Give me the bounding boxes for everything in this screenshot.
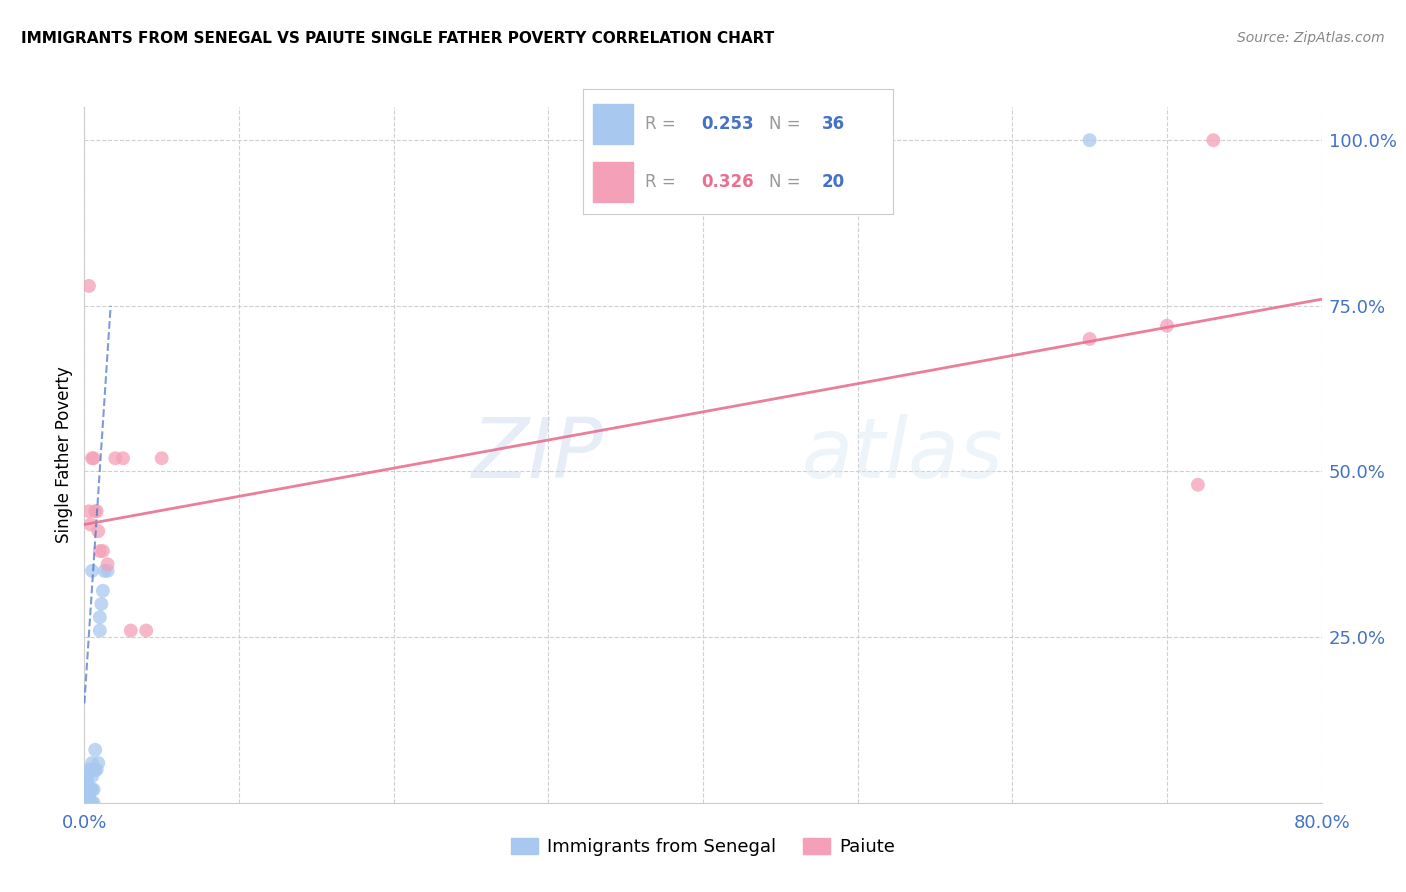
Point	[86, 504, 108, 518]
Point	[82, 782, 104, 797]
Point	[79, 517, 101, 532]
Point	[97, 564, 120, 578]
FancyBboxPatch shape	[593, 104, 633, 145]
Text: 36: 36	[821, 115, 845, 133]
Point	[82, 564, 104, 578]
Point	[120, 624, 142, 638]
Point	[84, 504, 107, 518]
Text: N =: N =	[769, 115, 806, 133]
Point	[1078, 133, 1101, 147]
Point	[79, 796, 101, 810]
Text: Source: ZipAtlas.com: Source: ZipAtlas.com	[1237, 31, 1385, 45]
Text: R =: R =	[645, 115, 682, 133]
Point	[87, 756, 110, 770]
Point	[76, 796, 98, 810]
Point	[79, 763, 101, 777]
Text: 0.326: 0.326	[702, 173, 754, 191]
Point	[89, 624, 111, 638]
Point	[90, 597, 112, 611]
Point	[83, 796, 105, 810]
Point	[73, 776, 96, 790]
Point	[76, 782, 98, 797]
Point	[73, 769, 96, 783]
Text: N =: N =	[769, 173, 806, 191]
Legend: Immigrants from Senegal, Paiute: Immigrants from Senegal, Paiute	[503, 830, 903, 863]
Point	[73, 782, 96, 797]
Point	[77, 504, 100, 518]
Text: R =: R =	[645, 173, 682, 191]
Point	[77, 782, 100, 797]
Point	[83, 782, 105, 797]
Point	[79, 782, 101, 797]
Point	[84, 763, 107, 777]
Point	[82, 769, 104, 783]
Point	[1156, 318, 1178, 333]
Text: ZIP: ZIP	[472, 415, 605, 495]
Point	[89, 610, 111, 624]
Point	[76, 769, 98, 783]
Point	[91, 544, 114, 558]
Point	[135, 624, 157, 638]
Point	[89, 544, 111, 558]
FancyBboxPatch shape	[593, 161, 633, 202]
Point	[73, 796, 96, 810]
Point	[1202, 133, 1225, 147]
Text: atlas: atlas	[801, 415, 1004, 495]
Point	[82, 756, 104, 770]
Text: 20: 20	[821, 173, 845, 191]
Point	[76, 789, 98, 804]
Point	[84, 743, 107, 757]
Point	[77, 763, 100, 777]
Point	[104, 451, 127, 466]
Point	[150, 451, 173, 466]
Point	[1187, 477, 1209, 491]
Point	[1078, 332, 1101, 346]
Point	[77, 789, 100, 804]
Point	[77, 279, 100, 293]
Point	[76, 776, 98, 790]
Point	[93, 564, 115, 578]
Text: IMMIGRANTS FROM SENEGAL VS PAIUTE SINGLE FATHER POVERTY CORRELATION CHART: IMMIGRANTS FROM SENEGAL VS PAIUTE SINGLE…	[21, 31, 775, 46]
Text: 0.253: 0.253	[702, 115, 754, 133]
Point	[83, 451, 105, 466]
Point	[97, 558, 120, 572]
Point	[86, 763, 108, 777]
Point	[87, 524, 110, 538]
Point	[91, 583, 114, 598]
Point	[82, 451, 104, 466]
Y-axis label: Single Father Poverty: Single Father Poverty	[55, 367, 73, 543]
Point	[112, 451, 135, 466]
Point	[82, 796, 104, 810]
Point	[73, 789, 96, 804]
Point	[77, 796, 100, 810]
Point	[83, 763, 105, 777]
